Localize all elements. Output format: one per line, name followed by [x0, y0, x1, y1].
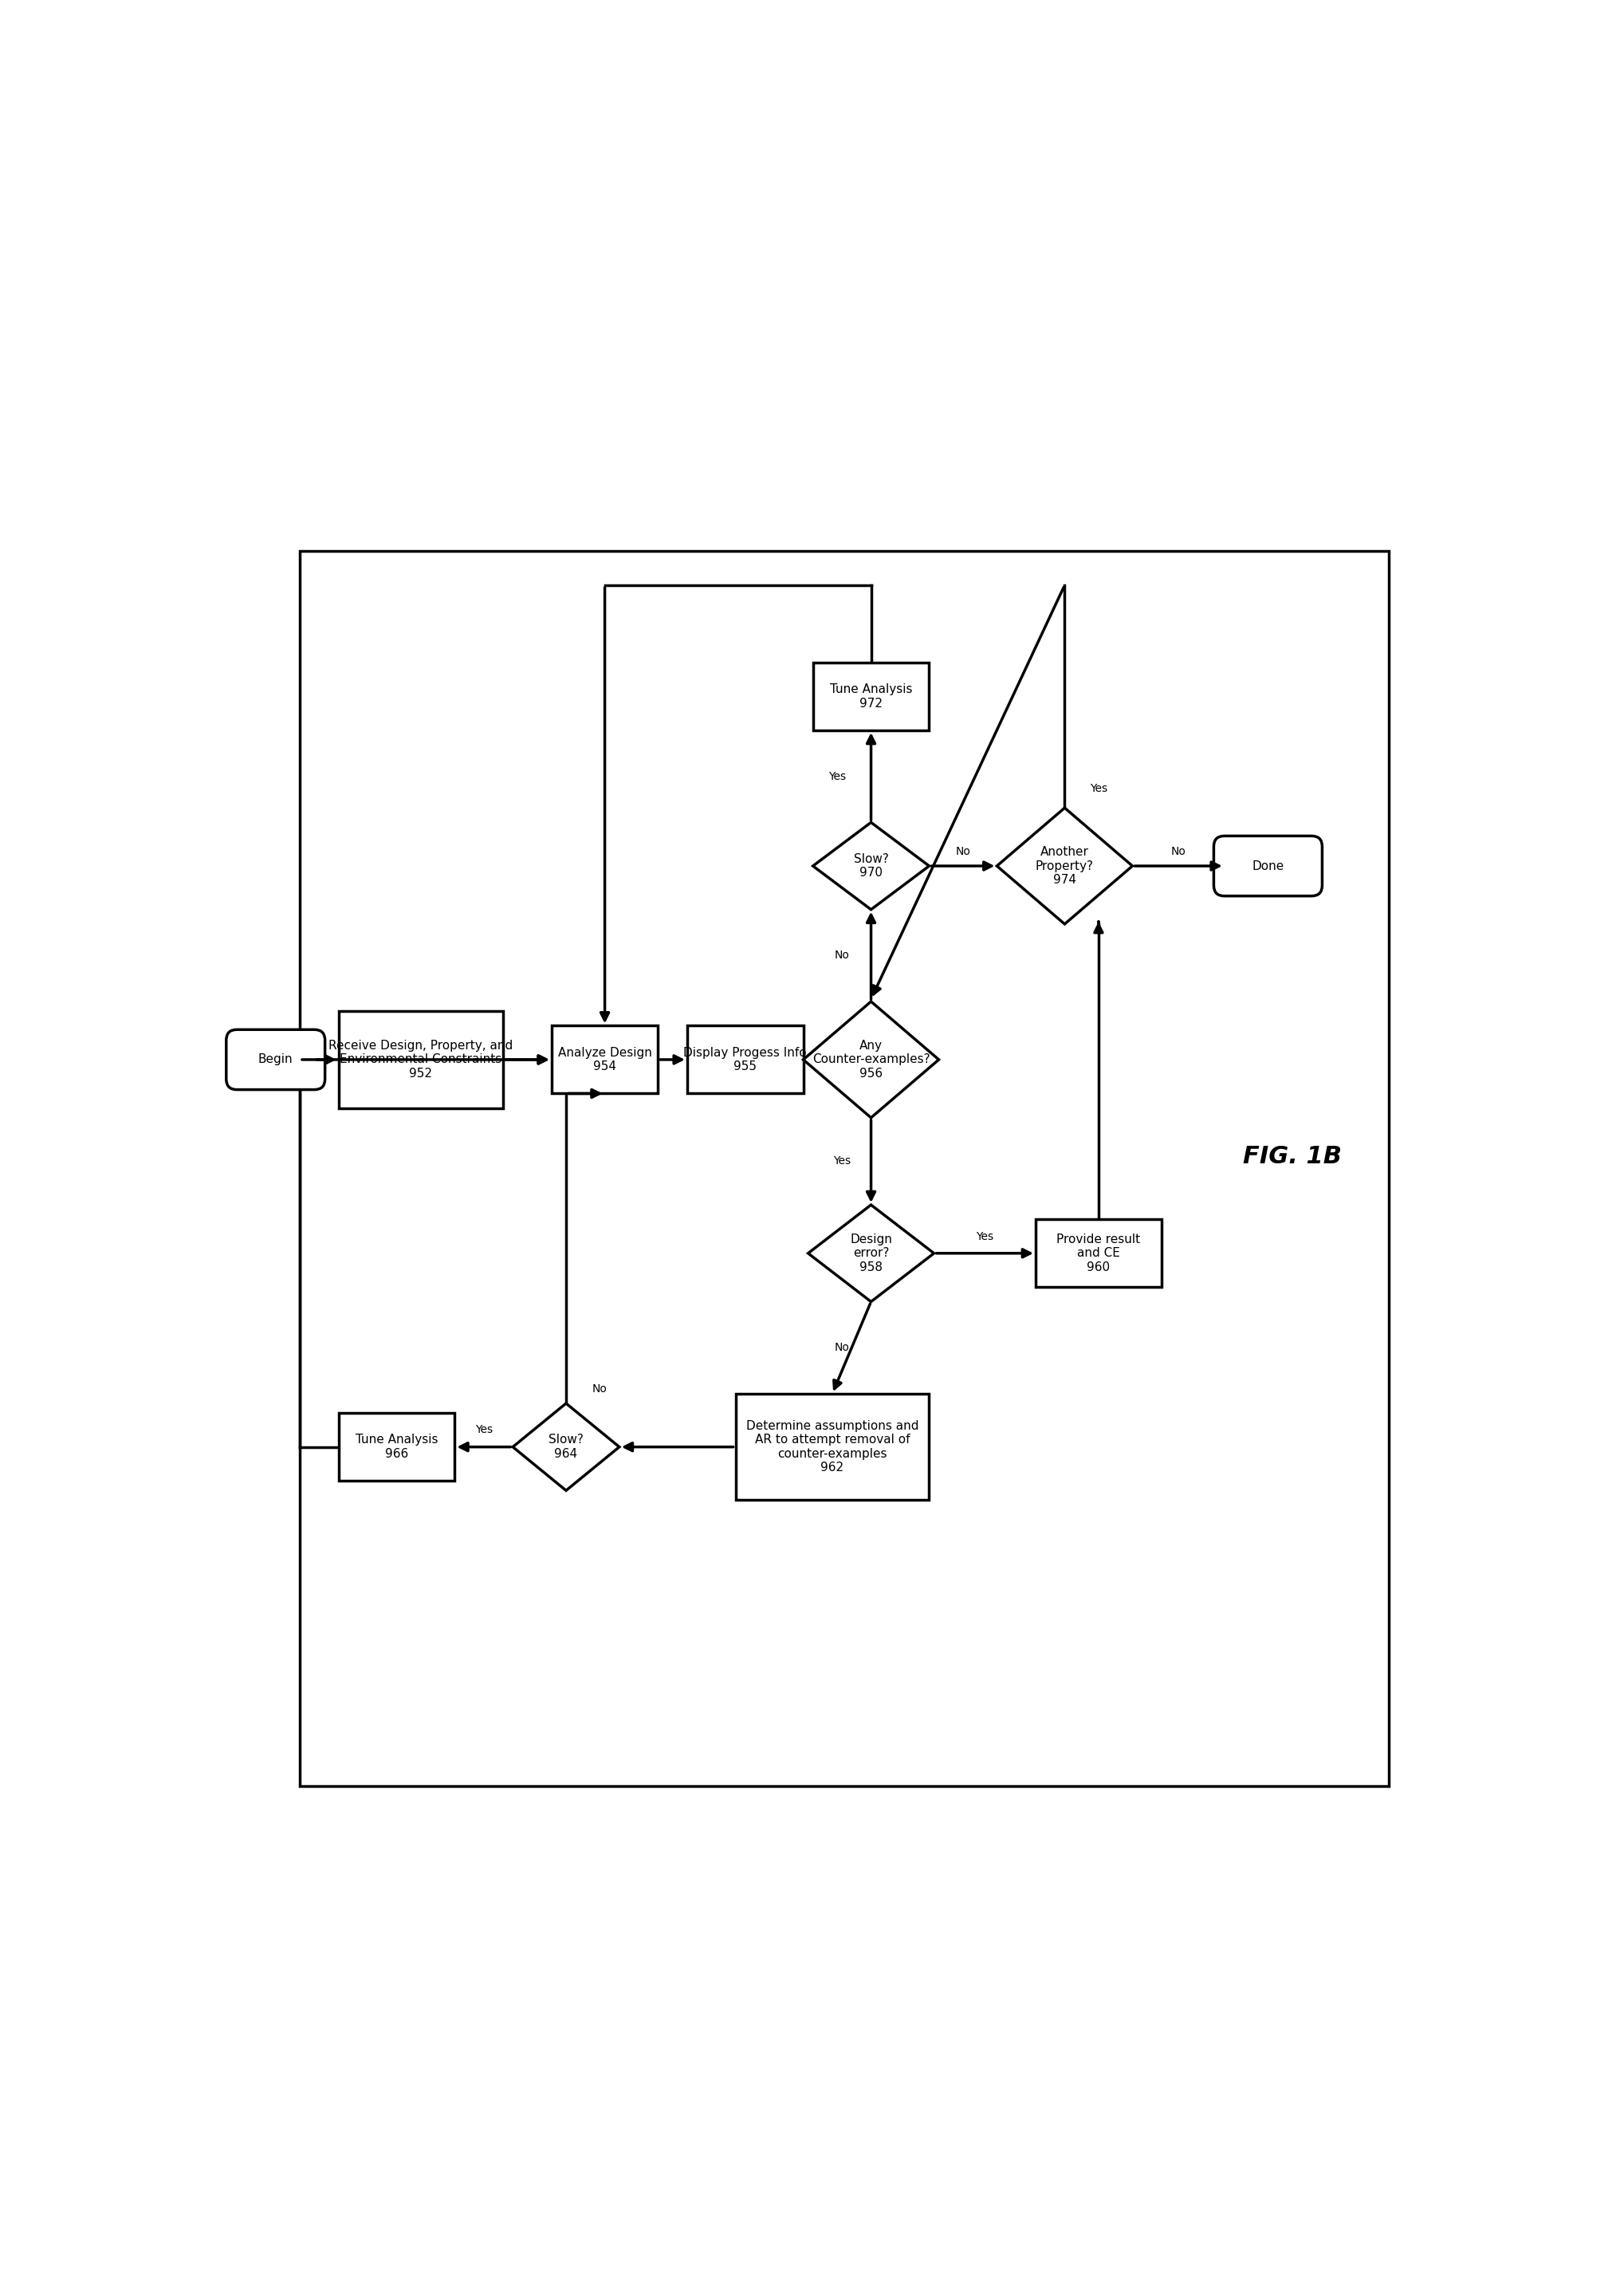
- Polygon shape: [814, 822, 929, 909]
- FancyBboxPatch shape: [1036, 1218, 1161, 1287]
- Text: Another
Property?
974: Another Property? 974: [1036, 845, 1093, 886]
- Text: Done: Done: [1252, 861, 1285, 872]
- Polygon shape: [513, 1404, 619, 1491]
- Text: No: No: [955, 845, 971, 856]
- Polygon shape: [809, 1205, 934, 1301]
- FancyBboxPatch shape: [338, 1413, 455, 1482]
- Text: Determine assumptions and
AR to attempt removal of
counter-examples
962: Determine assumptions and AR to attempt …: [745, 1420, 919, 1475]
- Text: No: No: [835, 950, 849, 962]
- Text: Provide result
and CE
960: Provide result and CE 960: [1057, 1234, 1140, 1273]
- Text: No: No: [593, 1383, 607, 1395]
- Text: Display Progess Info
955: Display Progess Info 955: [684, 1047, 807, 1072]
- FancyBboxPatch shape: [736, 1395, 929, 1500]
- Text: Yes: Yes: [474, 1424, 492, 1436]
- Text: Receive Design, Property, and
Environmental Constraints
952: Receive Design, Property, and Environmen…: [328, 1040, 513, 1079]
- Text: FIG. 1B: FIG. 1B: [1242, 1145, 1341, 1168]
- Text: Begin: Begin: [258, 1053, 292, 1065]
- Polygon shape: [804, 1001, 939, 1118]
- Text: Any
Counter-examples?
956: Any Counter-examples? 956: [812, 1040, 931, 1079]
- Text: Yes: Yes: [1090, 783, 1108, 795]
- Text: Yes: Yes: [976, 1230, 994, 1241]
- Text: Slow?
970: Slow? 970: [854, 854, 888, 879]
- FancyBboxPatch shape: [338, 1012, 503, 1108]
- Text: No: No: [835, 1342, 849, 1353]
- Text: Yes: Yes: [828, 772, 846, 781]
- Text: Tune Analysis
966: Tune Analysis 966: [356, 1434, 438, 1459]
- Text: Slow?
964: Slow? 964: [549, 1434, 583, 1459]
- Polygon shape: [997, 808, 1132, 925]
- FancyBboxPatch shape: [687, 1026, 804, 1095]
- Text: Analyze Design
954: Analyze Design 954: [557, 1047, 651, 1072]
- Text: Tune Analysis
972: Tune Analysis 972: [830, 685, 913, 710]
- Text: Yes: Yes: [833, 1156, 851, 1168]
- FancyBboxPatch shape: [552, 1026, 658, 1095]
- Text: No: No: [1171, 845, 1186, 856]
- FancyBboxPatch shape: [1213, 836, 1322, 895]
- FancyBboxPatch shape: [226, 1030, 325, 1090]
- FancyBboxPatch shape: [814, 662, 929, 731]
- Text: Design
error?
958: Design error? 958: [849, 1234, 892, 1273]
